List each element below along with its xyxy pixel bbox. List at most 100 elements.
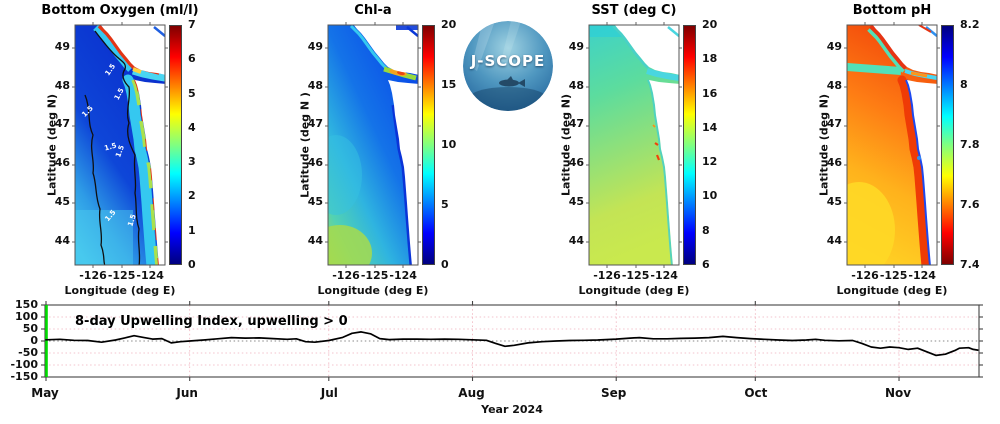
y-tick-label: 47 (54, 117, 70, 131)
month-label: Jun (176, 386, 198, 400)
y-tick-label: 45 (826, 194, 842, 208)
y-tick-label: 46 (54, 156, 70, 170)
colorbar (422, 25, 435, 265)
month-tick-labels: May Jun Jul Aug Sep Oct Nov (31, 386, 995, 402)
y-tick-label: 46 (568, 156, 584, 170)
y-tick-label: 47 (307, 117, 323, 131)
y-tick-label: 44 (307, 233, 323, 247)
map-panel-bottom-ph: Bottom pH Latitude (deg N) 49 48 47 46 45 44 (772, 0, 1000, 300)
y-tick-label: 44 (826, 233, 842, 247)
colorbar-tick-label: 5 (441, 198, 449, 211)
y-tick-label: 150 (15, 298, 38, 311)
y-tick-label: 50 (22, 322, 38, 335)
y-tick-label: 49 (826, 40, 842, 53)
colorbar-tick-label: 7.4 (960, 258, 980, 271)
x-tick-label: -124 (136, 269, 164, 282)
colorbar-tick-labels: 20 18 16 14 12 10 8 6 (702, 18, 734, 271)
x-tick-labels: -126 -125 -124 (589, 269, 679, 283)
x-axis-label: Longitude (deg E) (317, 284, 429, 297)
y-tick-label: -100 (10, 358, 38, 371)
colorbar-tick-label: 0 (441, 258, 449, 271)
y-tick-label: 48 (568, 78, 584, 92)
panel-title: Chl-a (354, 3, 392, 18)
y-tick-label: 45 (54, 194, 70, 208)
x-tick-labels: -126 -125 -124 (75, 269, 165, 283)
x-tick-label: -124 (908, 269, 936, 282)
colorbar-tick-label: 1 (188, 223, 196, 237)
colorbar-tick-label: 6 (188, 52, 196, 66)
logo-art (463, 21, 553, 111)
x-axis-label: Longitude (deg E) (64, 284, 176, 297)
y-tick-labels: 49 48 47 46 45 44 (554, 25, 584, 265)
colorbar-tick-label: 14 (702, 120, 718, 134)
y-tick-label: 47 (826, 117, 842, 131)
upwelling-index-curve (45, 331, 979, 357)
colorbar-tick-labels: 7 6 5 4 3 2 1 0 (188, 18, 220, 271)
chl-map (324, 21, 422, 269)
colorbar-tick-labels: 20 15 10 5 0 (441, 18, 473, 271)
x-tick-label: -124 (650, 269, 678, 282)
panel-title: Bottom Oxygen (ml/l) (41, 3, 199, 18)
colorbar (169, 25, 182, 265)
y-tick-label: 45 (568, 194, 584, 208)
colorbar-tick-label: 3 (188, 155, 196, 169)
colorbar-tick-label: 10 (441, 138, 457, 151)
contour-label: 1.5 (114, 144, 126, 159)
colorbar-tick-label: 7.6 (960, 198, 980, 211)
colorbar-tick-label: 8 (960, 78, 968, 91)
colorbar-tick-label: 7 (188, 18, 196, 31)
y-tick-labels: 49 48 47 46 45 44 (40, 25, 70, 265)
y-tick-label: 48 (826, 78, 842, 92)
x-tick-label: -124 (389, 269, 417, 282)
x-tick-labels: -126 -125 -124 (328, 269, 418, 283)
month-label: Oct (744, 386, 768, 400)
x-tick-labels: -126 -125 -124 (847, 269, 937, 283)
upwelling-x-axis-label: Year 2024 (481, 403, 543, 416)
x-tick-label: -125 (107, 269, 136, 282)
colorbar (941, 25, 954, 265)
colorbar-tick-label: 7.8 (960, 138, 980, 151)
y-tick-label: 49 (568, 40, 584, 53)
y-tick-label: 44 (568, 233, 584, 247)
panel-title: SST (deg C) (591, 3, 677, 18)
panel-title: Bottom pH (852, 3, 932, 18)
y-tick-labels: 49 48 47 46 45 44 (293, 25, 323, 265)
map-panel-chl-a: Chl-a Latitude (deg N ) 49 48 47 46 45 44 (253, 0, 503, 300)
y-tick-label: 48 (54, 78, 70, 92)
colorbar-tick-label: 6 (702, 258, 710, 272)
y-tick-label: 100 (15, 310, 38, 323)
month-label: Nov (884, 386, 912, 400)
x-tick-label: -125 (879, 269, 908, 282)
y-tick-labels: 49 48 47 46 45 44 (812, 25, 842, 265)
colorbar-tick-label: 20 (441, 18, 457, 31)
y-tick-label: -150 (10, 370, 38, 383)
y-tick-label: 47 (568, 117, 584, 131)
month-label: Jul (320, 386, 338, 400)
upwelling-title: 8-day Upwelling Index, upwelling > 0 (75, 314, 348, 329)
y-tick-label: 46 (826, 156, 842, 170)
oxygen-map: 1.5 1.5 1.5 1.5 1.5 1.5 1.5 (71, 21, 169, 269)
colorbar-tick-label: 8.2 (960, 18, 980, 31)
month-label: Sep (600, 386, 627, 400)
upwelling-y-tick-labels: 150 100 50 0 -50 -100 -150 (0, 298, 38, 383)
map-panel-sst: SST (deg C) Latitude (deg N) 49 48 47 46 45 4… (514, 0, 764, 300)
colorbar-tick-label: 15 (441, 78, 457, 91)
x-tick-label: -125 (621, 269, 650, 282)
y-tick-label: 48 (307, 78, 323, 92)
x-tick-label: -126 (79, 269, 107, 282)
colorbar-tick-label: 0 (188, 258, 196, 272)
upwelling-plot (41, 301, 983, 381)
y-tick-label: -50 (18, 346, 38, 359)
ph-map (843, 21, 941, 269)
colorbar (683, 25, 696, 265)
colorbar-tick-label: 18 (702, 52, 718, 66)
colorbar-tick-label: 10 (702, 189, 718, 203)
y-tick-label: 49 (54, 40, 70, 53)
contour-label: 1.5 (126, 213, 137, 227)
jscope-logo: J-SCOPE (463, 21, 553, 111)
y-tick-label: 46 (307, 156, 323, 170)
colorbar-tick-label: 16 (702, 86, 718, 100)
x-axis-label: Longitude (deg E) (836, 284, 948, 297)
x-tick-label: -126 (332, 269, 360, 282)
